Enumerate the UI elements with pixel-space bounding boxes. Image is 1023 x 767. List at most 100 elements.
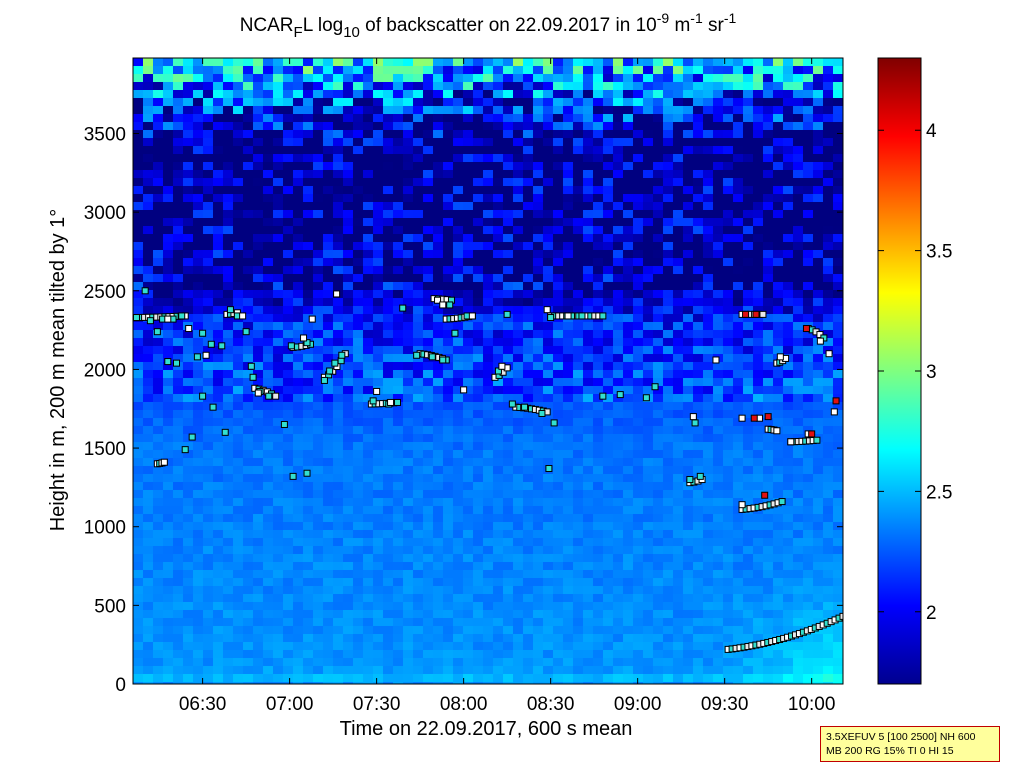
marker-cyan xyxy=(428,353,436,361)
marker-white xyxy=(164,315,172,323)
marker-white xyxy=(185,325,193,333)
marker-cyan xyxy=(503,310,511,318)
y-tick-label: 1000 xyxy=(84,518,126,539)
marker-white xyxy=(776,353,784,361)
marker-chain-point xyxy=(778,498,786,506)
marker-red xyxy=(761,491,769,499)
marker-red xyxy=(750,414,758,422)
marker-white xyxy=(308,315,316,323)
marker-white xyxy=(460,386,468,394)
marker-cyan xyxy=(265,392,273,400)
marker-cyan xyxy=(691,419,699,427)
marker-cyan xyxy=(651,383,659,391)
x-axis: 06:30 07:00 07:30 08:00 08:30 09:00 09:30 10:00 xyxy=(179,58,836,715)
marker-cyan xyxy=(547,314,555,322)
marker-white xyxy=(543,306,551,314)
marker-cyan xyxy=(616,391,624,399)
x-tick-label: 07:00 xyxy=(266,694,314,715)
marker-chain-point xyxy=(773,427,781,435)
marker-cyan xyxy=(199,392,207,400)
x-tick-label: 06:30 xyxy=(179,694,227,715)
marker-red xyxy=(832,397,840,405)
marker-chain-point xyxy=(272,392,280,400)
x-tick-label: 09:30 xyxy=(701,694,749,715)
info-line-2: MB 200 RG 15% TI 0 HI 15 xyxy=(826,745,954,757)
colorbar-axis: 2 2.5 3 3.5 4 xyxy=(878,121,952,624)
marker-cyan xyxy=(399,304,407,312)
marker-white xyxy=(498,362,506,370)
marker-white xyxy=(468,312,476,320)
marker-cyan xyxy=(146,317,154,325)
marker-cyan xyxy=(508,400,516,408)
x-tick-label: 08:00 xyxy=(440,694,488,715)
marker-cyan xyxy=(193,353,201,361)
marker-cyan xyxy=(207,340,215,348)
marker-white xyxy=(387,398,395,406)
y-tick-label: 2000 xyxy=(84,360,126,381)
marker-cyan xyxy=(247,362,255,370)
marker-white xyxy=(825,350,833,358)
marker-cyan xyxy=(164,358,172,366)
y-tick-label: 0 xyxy=(115,675,126,696)
marker-cyan xyxy=(226,306,234,314)
marker-cyan xyxy=(242,328,250,336)
marker-cyan xyxy=(686,476,694,484)
marker-white xyxy=(712,356,720,364)
marker-chain-point xyxy=(813,436,821,444)
marker-cyan xyxy=(599,392,607,400)
marker-cyan xyxy=(578,312,586,320)
backscatter-heatmap xyxy=(133,58,843,684)
marker-cyan xyxy=(326,367,334,375)
colorbar-tick-label: 4 xyxy=(926,121,937,142)
x-tick-label: 08:30 xyxy=(527,694,575,715)
marker-white xyxy=(738,414,746,422)
marker-red xyxy=(764,413,772,421)
x-tick-label: 09:00 xyxy=(614,694,662,715)
marker-cyan xyxy=(173,359,181,367)
colorbar-tick-label: 2.5 xyxy=(926,482,952,503)
marker-chain-point xyxy=(160,458,168,466)
y-axis: 0 500 1000 1500 2000 2500 3000 3500 xyxy=(84,124,843,696)
marker-cyan xyxy=(209,403,217,411)
x-tick-label: 10:00 xyxy=(788,694,836,715)
marker-white xyxy=(787,438,795,446)
marker-cyan xyxy=(545,465,553,473)
marker-white xyxy=(333,290,341,298)
y-tick-label: 2500 xyxy=(84,282,126,303)
marker-cyan xyxy=(221,428,229,436)
marker-white xyxy=(689,413,697,421)
colorbar-tick-label: 3 xyxy=(926,362,937,383)
marker-cyan xyxy=(303,469,311,477)
marker-cyan xyxy=(287,342,295,350)
info-box: 3.5XEFUV 5 [100 2500] NH 600 MB 200 RG 1… xyxy=(820,726,1000,762)
marker-cyan xyxy=(181,446,189,454)
marker-cyan xyxy=(249,373,257,381)
colorbar xyxy=(877,57,922,685)
marker-white xyxy=(564,312,572,320)
y-tick-label: 3000 xyxy=(84,203,126,224)
y-tick-label: 500 xyxy=(94,596,126,617)
marker-cyan xyxy=(550,419,558,427)
marker-chain-point xyxy=(394,398,402,406)
marker-cyan xyxy=(188,433,196,441)
marker-cyan xyxy=(199,329,207,337)
marker-red xyxy=(742,310,750,318)
marker-white xyxy=(830,408,838,416)
marker-cyan xyxy=(413,351,421,359)
marker-white xyxy=(439,301,447,309)
marker-cyan xyxy=(538,409,546,417)
marker-cyan xyxy=(338,351,346,359)
marker-cyan xyxy=(696,472,704,480)
marker-white xyxy=(239,312,247,320)
marker-cyan xyxy=(451,329,459,337)
marker-chain-point xyxy=(839,612,843,620)
x-axis-label: Time on 22.09.2017, 600 s mean xyxy=(340,718,633,740)
marker-white xyxy=(738,501,746,509)
marker-chain-point xyxy=(599,312,607,320)
marker-white xyxy=(816,337,824,345)
marker-cyan xyxy=(331,359,339,367)
marker-white xyxy=(434,296,442,304)
marker-white xyxy=(202,351,210,359)
marker-cyan xyxy=(446,301,454,309)
